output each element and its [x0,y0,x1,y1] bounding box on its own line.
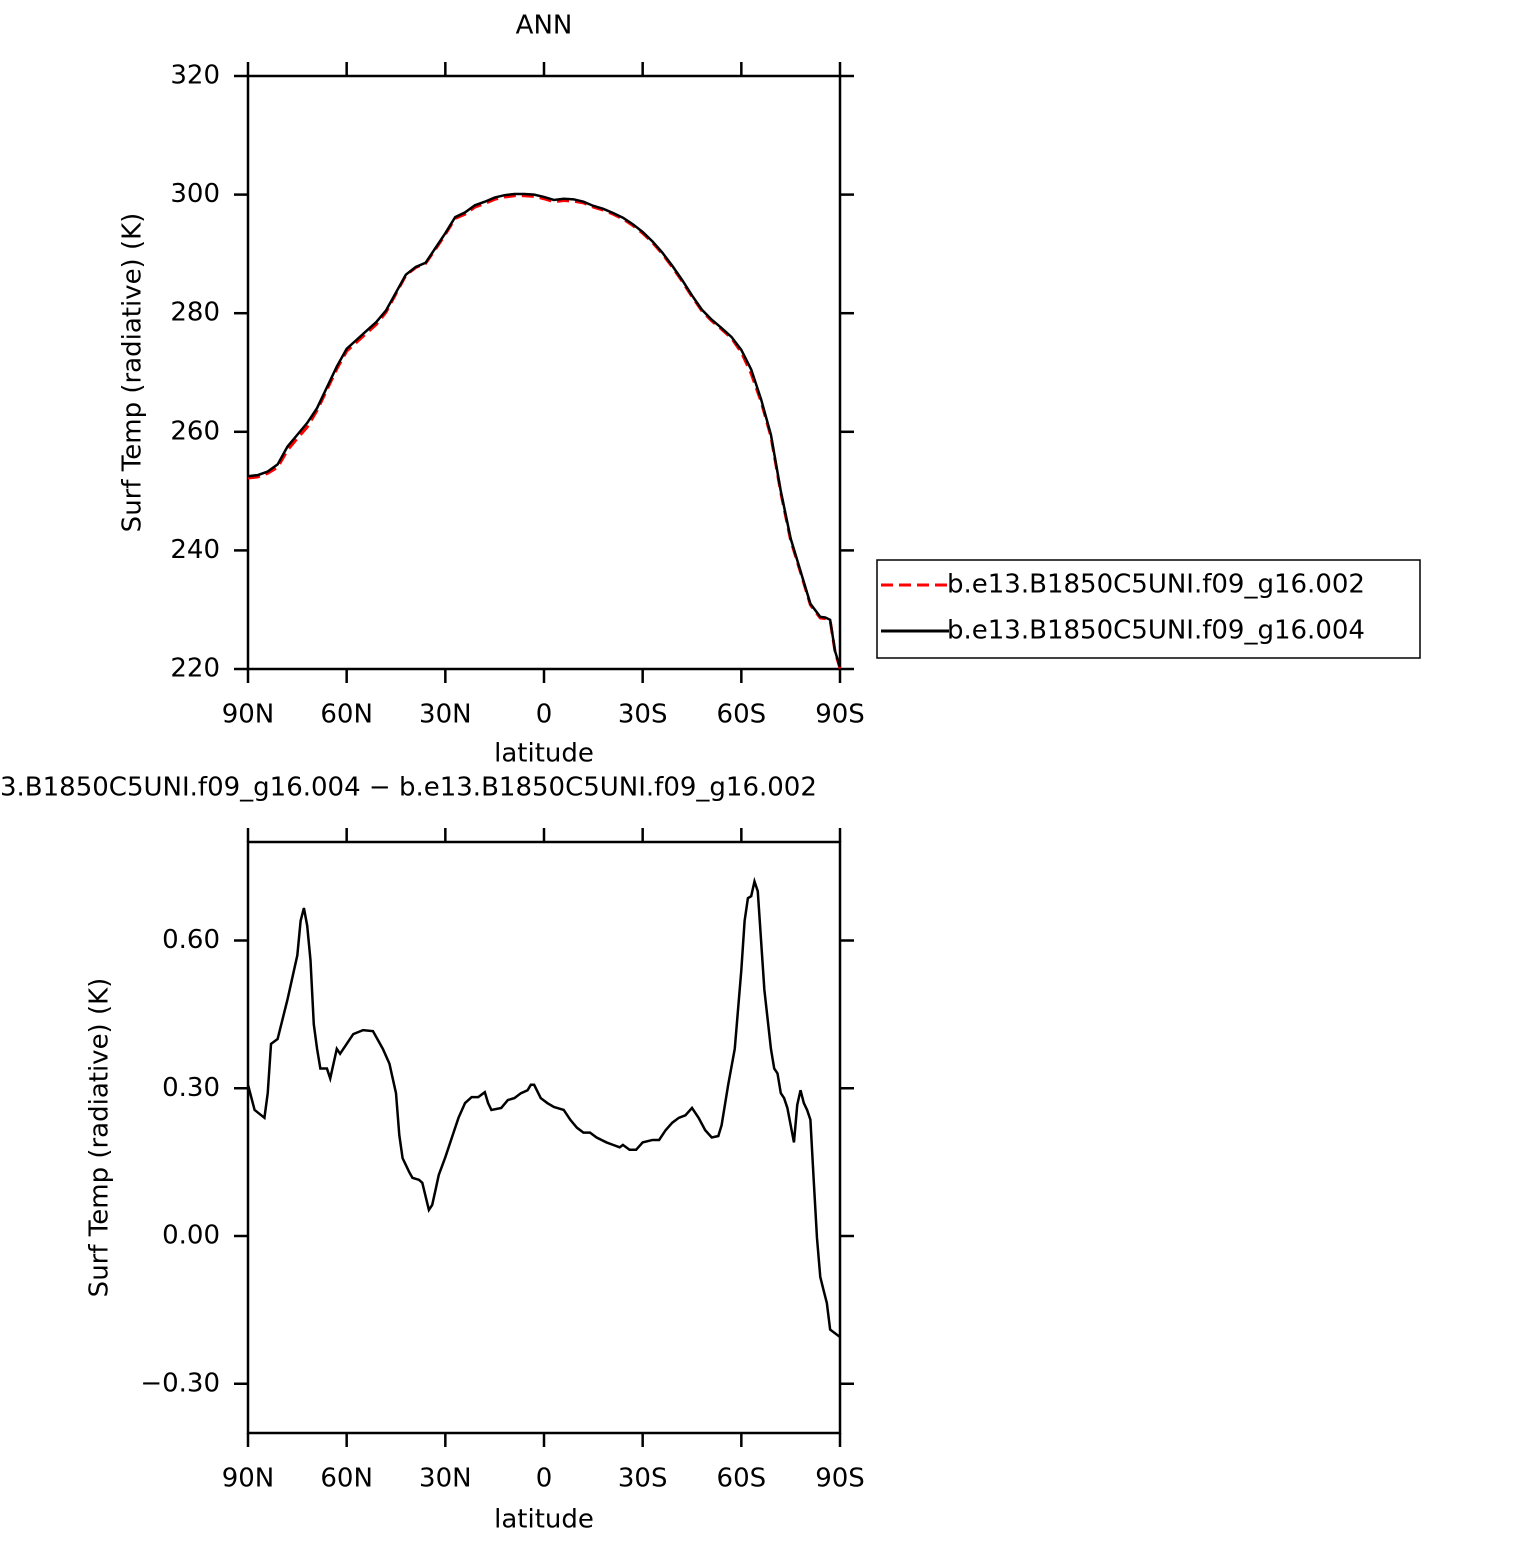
x-tick-label: 90S [815,1464,865,1494]
y-tick-label: 240 [170,535,220,565]
x-tick-label: 30N [419,700,472,730]
y-tick-label: 260 [170,416,220,446]
x-tick-label: 90S [815,700,865,730]
y-axis-label: Surf Temp (radiative) (K) [118,213,148,533]
x-tick-label: 30S [618,700,668,730]
series-line [246,876,841,1338]
x-tick-label: 30N [419,1464,472,1494]
legend-label: b.e13.B1850C5UNI.f09_g16.004 [947,616,1365,646]
chart-title: 3.B1850C5UNI.f09_g16.004 − b.e13.B1850C5… [0,773,817,803]
y-tick-label: 280 [170,298,220,328]
x-tick-label: 60S [717,700,767,730]
y-axis-label: Surf Temp (radiative) (K) [85,978,115,1298]
y-tick-label: 0.00 [162,1221,220,1251]
plot-frame [246,840,842,1435]
x-tick-label: 60N [320,1464,373,1494]
x-tick-label: 30S [618,1464,668,1494]
y-tick-label: 0.60 [162,925,220,955]
x-tick-label: 60N [320,700,373,730]
x-tick-label: 90N [222,1464,275,1494]
x-tick-label: 60S [717,1464,767,1494]
series-line [247,194,842,669]
y-tick-label: 0.30 [162,1073,220,1103]
x-tick-label: 90N [222,700,275,730]
y-tick-label: −0.30 [140,1368,220,1398]
y-tick-label: 300 [170,179,220,209]
x-tick-label: 0 [536,700,553,730]
x-tick-label: 0 [536,1464,553,1494]
y-tick-label: 320 [170,61,220,91]
series-line [247,192,842,668]
x-axis-label: latitude [494,1505,594,1535]
x-axis-label: latitude [494,739,594,769]
chart-title: ANN [516,11,573,41]
legend-label: b.e13.B1850C5UNI.f09_g16.002 [947,570,1365,600]
legend-box [876,559,1421,659]
y-tick-label: 220 [170,654,220,684]
